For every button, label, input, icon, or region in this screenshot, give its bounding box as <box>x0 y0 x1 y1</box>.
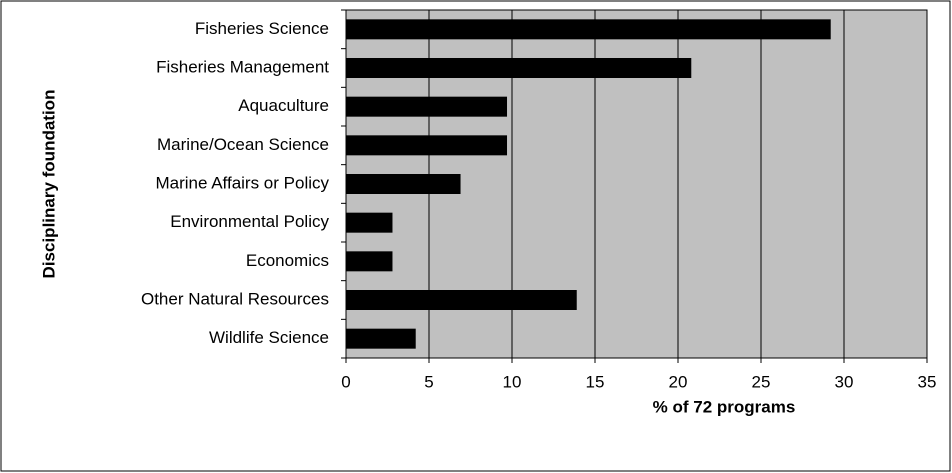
bar <box>346 212 393 233</box>
x-tick-label: 35 <box>918 372 937 391</box>
bar <box>346 174 461 194</box>
y-tick-label: Aquaculture <box>238 96 329 115</box>
x-tick-label: 0 <box>341 372 350 391</box>
x-tick-label: 30 <box>835 372 854 391</box>
bar <box>346 96 508 117</box>
x-tick-label: 5 <box>424 372 433 391</box>
x-tick-label: 15 <box>586 372 605 391</box>
bar <box>346 58 692 78</box>
x-tick-label: 25 <box>752 372 771 391</box>
y-axis-label: Disciplinary foundation <box>39 90 58 279</box>
y-tick-label: Wildlife Science <box>209 328 329 347</box>
bar <box>346 328 416 349</box>
y-tick-label: Fisheries Science <box>195 19 329 38</box>
x-axis-label: % of 72 programs <box>653 397 796 416</box>
y-tick-label: Environmental Policy <box>170 212 329 231</box>
y-tick-label: Marine/Ocean Science <box>157 135 329 154</box>
bar <box>346 19 831 40</box>
y-tick-label: Economics <box>246 251 329 270</box>
x-tick-label: 20 <box>669 372 688 391</box>
bar <box>346 290 577 310</box>
y-tick-label: Fisheries Management <box>156 57 329 76</box>
bar <box>346 135 508 156</box>
y-tick-label: Marine Affairs or Policy <box>155 173 329 192</box>
x-tick-label: 10 <box>503 372 522 391</box>
y-tick-label: Other Natural Resources <box>141 289 329 308</box>
bar <box>346 251 393 272</box>
